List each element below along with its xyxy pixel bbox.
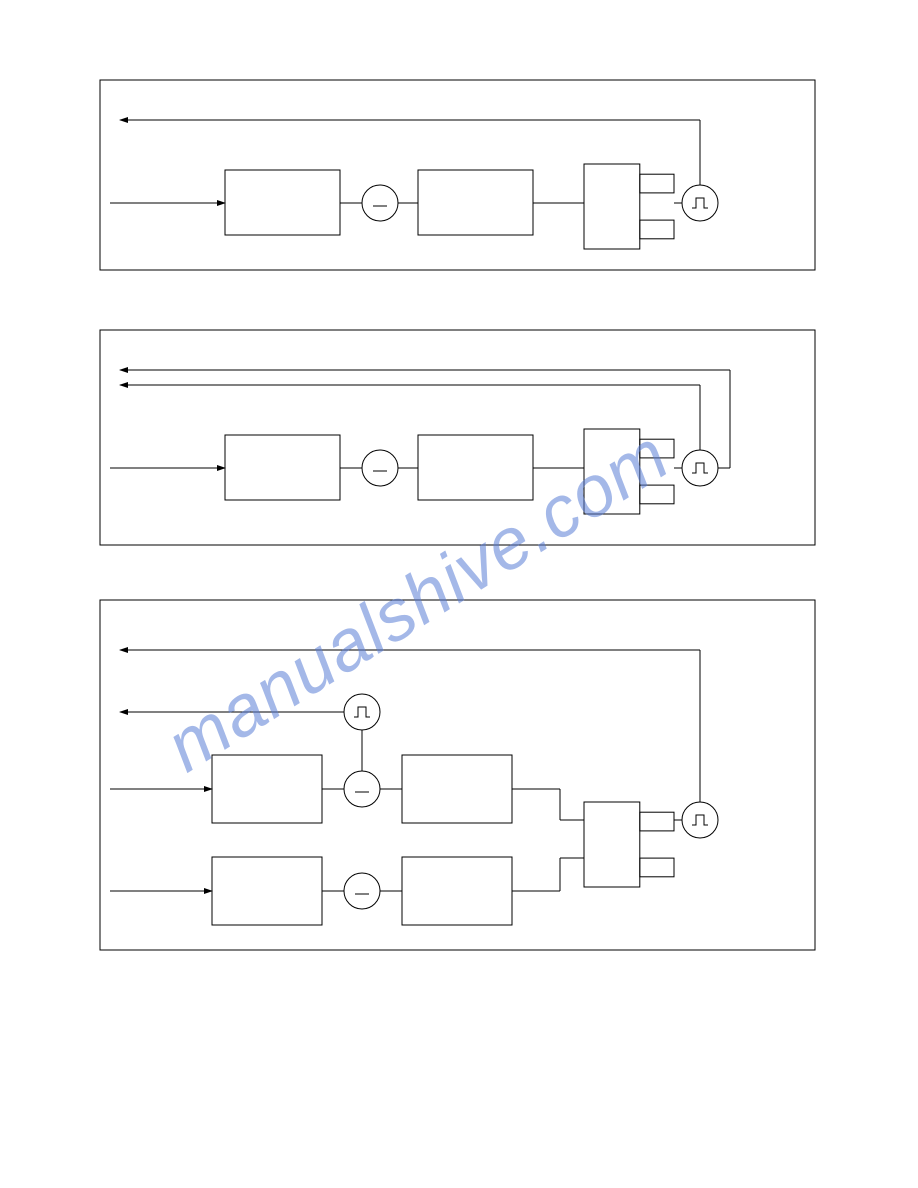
box-a (225, 170, 340, 235)
block-diagram-2-frame (100, 330, 815, 545)
box-a-top (212, 755, 322, 823)
actuator-port-top (640, 812, 674, 831)
sum-node (362, 450, 398, 486)
block-diagram-3-frame (100, 600, 815, 950)
box-a (225, 435, 340, 500)
sum-node-top (344, 771, 380, 807)
box-b-top (402, 755, 512, 823)
actuator-port-top (640, 439, 674, 458)
box-b (418, 435, 533, 500)
sensor-node (682, 185, 718, 221)
sensor-node-outer (682, 802, 718, 838)
box-b-bot (402, 857, 512, 925)
actuator-port-bot (640, 858, 674, 877)
box-a-bot (212, 857, 322, 925)
sum-node (362, 185, 398, 221)
actuator-port-bot (640, 485, 674, 504)
diagram-canvas (0, 0, 918, 1188)
box-b (418, 170, 533, 235)
actuator-port-bot (640, 220, 674, 239)
block-diagram-1-frame (100, 80, 815, 270)
actuator (584, 429, 640, 514)
actuator (584, 164, 640, 249)
sensor-node-inner (344, 694, 380, 730)
sensor-node (682, 450, 718, 486)
sum-node-bot (344, 873, 380, 909)
actuator (584, 802, 640, 887)
actuator-port-top (640, 174, 674, 193)
